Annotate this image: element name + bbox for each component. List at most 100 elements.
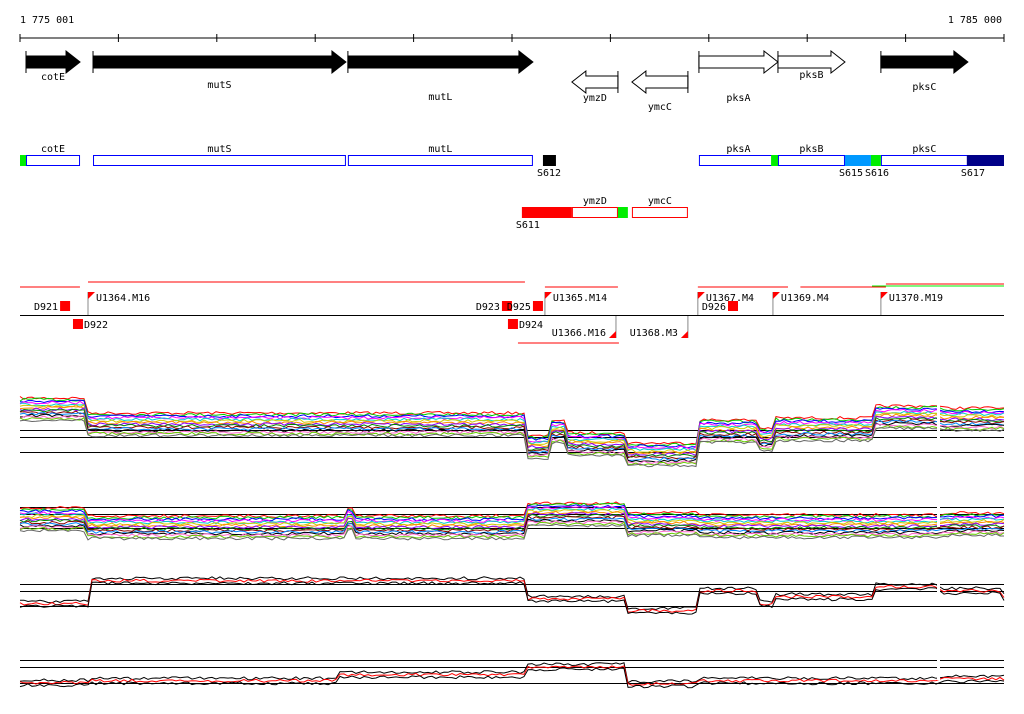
gene-track: cotE mutS mutL ymzD ymcC pksA pksB pksC bbox=[25, 49, 969, 113]
annotation-box-pksA bbox=[698, 155, 778, 166]
signal-trace bbox=[19, 415, 1005, 465]
track-gap bbox=[937, 559, 940, 604]
promoter-flag bbox=[880, 292, 888, 299]
signal-trace bbox=[19, 403, 1004, 453]
terminator-marker bbox=[72, 319, 83, 329]
terminator-label: D922 bbox=[84, 320, 108, 331]
gene-label: pksB bbox=[799, 70, 823, 81]
track-gap bbox=[937, 635, 940, 680]
signal-trace bbox=[19, 667, 1005, 689]
gene-arrow-ymcC bbox=[631, 69, 689, 95]
terminator-label: D926 bbox=[702, 302, 726, 313]
segment-block bbox=[966, 155, 1004, 166]
segment-label: S617 bbox=[961, 168, 985, 179]
signal-trace bbox=[19, 510, 1005, 528]
annotation-label: mutL bbox=[428, 144, 452, 155]
annotation-label: pksC bbox=[912, 144, 936, 155]
promoter-label: U1365.M14 bbox=[553, 293, 607, 304]
terminator-label: D925 bbox=[507, 302, 531, 313]
annotation-box-ymcC bbox=[631, 207, 688, 218]
annotation-label: ymcC bbox=[648, 196, 672, 207]
annotation-box-mutS bbox=[93, 155, 346, 166]
segment-label: S612 bbox=[537, 168, 561, 179]
terminator-marker bbox=[507, 319, 518, 329]
signal-trace bbox=[19, 581, 1005, 615]
signal-trace bbox=[19, 578, 1005, 613]
gene-label: mutS bbox=[207, 80, 231, 91]
gene-label: pksC bbox=[912, 82, 936, 93]
promoter-label: U1369.M4 bbox=[781, 293, 829, 304]
annotation-label: pksA bbox=[726, 144, 750, 155]
gene-arrow-ymzD bbox=[571, 69, 619, 95]
signal-trace bbox=[19, 523, 1004, 541]
signal-trace bbox=[19, 501, 1005, 519]
transcript-track: D921 D922 D923 D924 D925 D926 U1364.M16 U1365.M… bbox=[20, 281, 1004, 344]
segment-block bbox=[870, 155, 881, 166]
signal-trace bbox=[19, 509, 1005, 527]
segment-label: S616 bbox=[865, 168, 889, 179]
signal-trace bbox=[20, 402, 1005, 452]
segment-block bbox=[617, 207, 628, 218]
gene-arrow-mutS bbox=[92, 49, 347, 75]
terminator-label: D921 bbox=[34, 302, 58, 313]
gene-arrow-mutL bbox=[347, 49, 534, 75]
promoter-flag bbox=[608, 331, 616, 338]
signal-trace bbox=[19, 662, 1005, 684]
signal-trace bbox=[19, 405, 1005, 455]
promoter-label: U1366.M16 bbox=[552, 328, 606, 339]
terminator-label: D924 bbox=[519, 320, 543, 331]
annotation-box-cotE bbox=[26, 155, 81, 166]
terminator-label: D923 bbox=[476, 302, 500, 313]
signal-trace bbox=[19, 504, 1005, 522]
promoter-flag bbox=[680, 331, 688, 338]
annotation-box-mutL bbox=[347, 155, 533, 166]
segment-block bbox=[844, 155, 871, 166]
gene-label: pksA bbox=[726, 93, 750, 104]
track-gap bbox=[937, 405, 940, 450]
terminator-marker bbox=[727, 301, 738, 311]
annotation-label: pksB bbox=[799, 144, 823, 155]
gene-arrow-cotE bbox=[25, 49, 81, 75]
gene-label: ymcC bbox=[648, 102, 672, 113]
promoter-label: U1367.M4 bbox=[706, 293, 754, 304]
gene-label: mutL bbox=[428, 92, 452, 103]
signal-trace bbox=[20, 576, 1005, 611]
signal-trace bbox=[19, 665, 1005, 686]
signal-trace bbox=[19, 507, 1005, 525]
signal-trace bbox=[19, 397, 1005, 447]
gene-label: ymzD bbox=[583, 93, 607, 104]
segment-label: S615 bbox=[839, 168, 863, 179]
coordinate-ruler: 1 775 001 1 785 000 bbox=[19, 15, 1005, 42]
signal-trace bbox=[19, 413, 1005, 463]
track-gap bbox=[937, 482, 940, 527]
terminator-marker bbox=[60, 301, 71, 311]
signal-trace bbox=[19, 412, 1005, 461]
gene-arrow-pksA bbox=[698, 49, 779, 75]
annotation-track: cotE mutS mutL pksA pksB pksC ymzD ymcC S612 S615… bbox=[20, 144, 1004, 231]
ruler-end-label: 1 785 000 bbox=[948, 15, 1002, 26]
terminator-marker bbox=[532, 301, 543, 311]
promoter-flag bbox=[772, 292, 780, 299]
promoter-flag bbox=[88, 292, 96, 299]
segment-block bbox=[771, 155, 778, 166]
annotation-label: mutS bbox=[207, 144, 231, 155]
annotation-box-ymzD bbox=[571, 207, 618, 218]
gene-arrow-pksB bbox=[777, 49, 846, 75]
signal-trace bbox=[19, 416, 1005, 466]
expression-signal-tracks bbox=[19, 396, 1005, 689]
promoter-flag bbox=[544, 292, 552, 299]
promoter-label: U1368.M3 bbox=[630, 328, 678, 339]
signal-trace bbox=[19, 521, 1005, 539]
annotation-box-pksB bbox=[777, 155, 845, 166]
signal-trace bbox=[19, 400, 1005, 450]
promoter-label: U1364.M16 bbox=[96, 293, 150, 304]
annotation-label: cotE bbox=[41, 144, 65, 155]
ruler-start-label: 1 775 001 bbox=[20, 15, 74, 26]
segment-block bbox=[20, 155, 27, 166]
segment-block bbox=[542, 155, 556, 166]
segment-block bbox=[521, 207, 572, 218]
annotation-label: ymzD bbox=[583, 196, 607, 207]
gene-label: cotE bbox=[41, 72, 65, 83]
signal-trace bbox=[19, 418, 1005, 468]
annotation-box-pksC bbox=[880, 155, 968, 166]
